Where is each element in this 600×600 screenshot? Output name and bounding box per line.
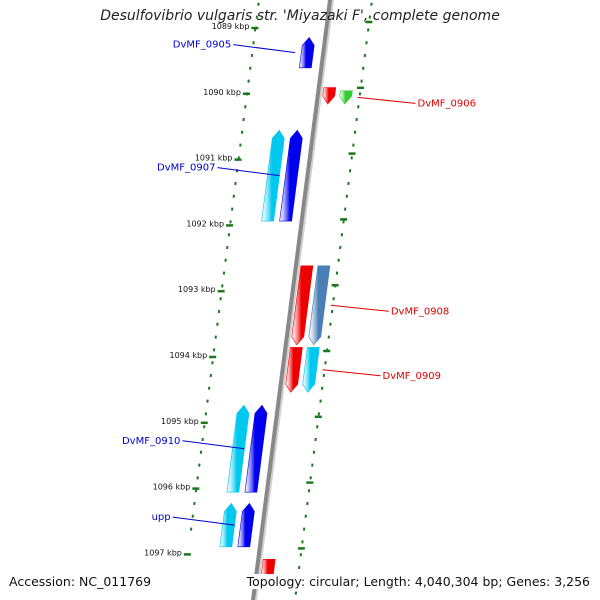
gene-label[interactable]: DvMF_0905 bbox=[173, 40, 231, 51]
reverse-gene-arrow[interactable] bbox=[285, 347, 303, 393]
kbp-tick-label: 1097 kbp bbox=[144, 548, 182, 557]
genome-backbone bbox=[251, 0, 333, 600]
gene-label[interactable]: upp bbox=[152, 512, 171, 523]
forward-gene-arrow[interactable] bbox=[261, 129, 285, 222]
kbp-tick-label: 1091 kbp bbox=[195, 154, 233, 163]
forward-gene-arrow[interactable] bbox=[279, 129, 303, 222]
gene-label-leader bbox=[182, 440, 245, 450]
gene-label-leader bbox=[233, 44, 296, 54]
gene-label-leader bbox=[172, 516, 235, 526]
genome-info-label: Topology: circular; Length: 4,040,304 bp… bbox=[246, 574, 590, 589]
forward-gene-arrow[interactable] bbox=[244, 404, 268, 493]
gene-label[interactable]: DvMF_0908 bbox=[391, 306, 449, 317]
forward-gene-arrow[interactable] bbox=[226, 404, 250, 493]
kbp-tick-label: 1093 kbp bbox=[178, 285, 216, 294]
kbp-tick-label: 1092 kbp bbox=[186, 219, 224, 228]
forward-gene-arrow[interactable] bbox=[237, 502, 255, 548]
reverse-gene-arrow[interactable] bbox=[291, 265, 314, 346]
gene-label[interactable]: DvMF_0906 bbox=[418, 98, 476, 109]
reverse-gene-arrow[interactable] bbox=[322, 87, 337, 105]
gene-label[interactable]: DvMF_0907 bbox=[157, 163, 215, 174]
forward-gene-arrow[interactable] bbox=[219, 502, 237, 548]
kbp-tick-label: 1095 kbp bbox=[161, 417, 199, 426]
accession-label: Accession: NC_011769 bbox=[9, 574, 152, 589]
gene-label-leader bbox=[217, 167, 280, 177]
gene-label-leader bbox=[322, 369, 381, 377]
kbp-tick-label: 1090 kbp bbox=[203, 88, 241, 97]
gene-label[interactable]: DvMF_0909 bbox=[383, 371, 441, 382]
reverse-gene-arrow[interactable] bbox=[308, 265, 331, 346]
kbp-tick-label: 1096 kbp bbox=[153, 483, 191, 492]
kbp-tick-label: 1089 kbp bbox=[212, 22, 250, 31]
reverse-gene-arrow[interactable] bbox=[339, 90, 353, 105]
reverse-gene-arrow[interactable] bbox=[302, 347, 320, 393]
gene-label-leader bbox=[330, 304, 389, 312]
gene-label[interactable]: DvMF_0910 bbox=[122, 436, 180, 447]
gene-label-leader bbox=[357, 96, 416, 104]
forward-gene-arrow[interactable] bbox=[298, 36, 315, 69]
map-title: Desulfovibrio vulgaris str. 'Miyazaki F'… bbox=[100, 8, 500, 24]
kbp-tick-label: 1094 kbp bbox=[169, 351, 207, 360]
